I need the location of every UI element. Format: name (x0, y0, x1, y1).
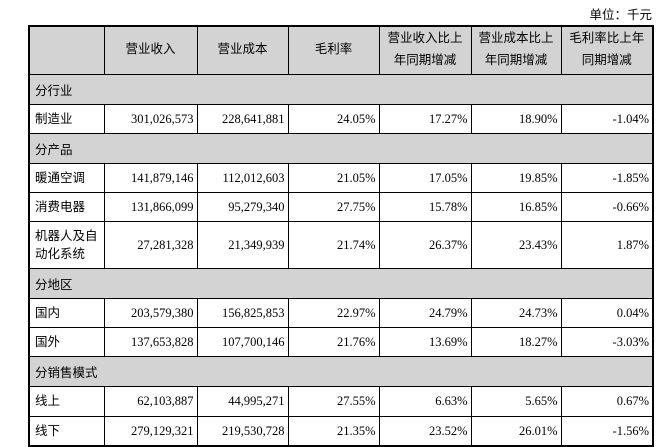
value-cell: 19.85% (470, 162, 562, 193)
table-row: 暖通空调 141,879,146 112,012,603 21.05% 17.05% 19… (28, 162, 654, 193)
value-cell: 21.05% (287, 162, 380, 193)
row-label: 消费电器 (28, 191, 105, 222)
value-cell: 21.74% (287, 220, 380, 270)
row-label: 国内 (28, 298, 105, 329)
value-cell: 112,012,603 (196, 162, 289, 193)
row-label: 线上 (28, 386, 105, 417)
value-cell: 18.27% (470, 327, 562, 358)
value-cell: 219,530,728 (196, 415, 289, 447)
row-label: 国外 (28, 327, 105, 358)
value-cell: 26.37% (378, 220, 472, 270)
value-cell: 24.73% (470, 298, 562, 329)
value-cell: -1.56% (560, 415, 654, 447)
value-cell: 95,279,340 (196, 191, 289, 222)
value-cell: 23.52% (378, 415, 472, 447)
table-body: 分行业 制造业 301,026,573 228,641,881 24.05% 17.27%… (28, 73, 654, 447)
value-cell: 228,641,881 (196, 103, 289, 134)
value-cell: 27,281,328 (103, 220, 198, 270)
value-cell: 0.67% (560, 386, 654, 417)
value-cell: 0.04% (560, 298, 654, 329)
column-header: 营业成本 (196, 25, 289, 75)
value-cell: 107,700,146 (196, 327, 289, 358)
value-cell: 22.97% (287, 298, 380, 329)
column-header: 毛利率比上年同期增减 (560, 25, 654, 75)
report-page: { "page": { "unit_label": "单位：千元" }, "ta… (28, 8, 654, 447)
value-cell: -3.03% (560, 327, 654, 358)
table-row: 国外 137,653,828 107,700,146 21.76% 13.69% 18.2… (28, 327, 654, 358)
value-cell: 15.78% (378, 191, 472, 222)
section-title: 分行业 (28, 73, 654, 105)
row-label: 线下 (28, 415, 105, 447)
value-cell: 21.35% (287, 415, 380, 447)
value-cell: 1.87% (560, 220, 654, 270)
value-cell: 24.05% (287, 103, 380, 134)
row-label: 机器人及自动化系统 (28, 220, 105, 270)
value-cell: 16.85% (470, 191, 562, 222)
table-row: 国内 203,579,380 156,825,853 22.97% 24.79% 24.7… (28, 298, 654, 329)
value-cell: 6.63% (378, 386, 472, 417)
section-row: 分销售模式 (28, 356, 654, 388)
value-cell: 17.05% (378, 162, 472, 193)
value-cell: 18.90% (470, 103, 562, 134)
value-cell: 203,579,380 (103, 298, 198, 329)
value-cell: 137,653,828 (103, 327, 198, 358)
value-cell: 27.75% (287, 191, 380, 222)
value-cell: 23.43% (470, 220, 562, 270)
table-row: 制造业 301,026,573 228,641,881 24.05% 17.27% 18.… (28, 103, 654, 134)
row-label: 暖通空调 (28, 162, 105, 193)
value-cell: 301,026,573 (103, 103, 198, 134)
column-header: 营业收入 (103, 25, 198, 75)
column-header: 营业收入比上年同期增减 (378, 25, 472, 75)
value-cell: 13.69% (378, 327, 472, 358)
value-cell: 156,825,853 (196, 298, 289, 329)
row-label-column-header (28, 25, 105, 75)
header-row: 营业收入 营业成本 毛利率 营业收入比上年同期增减 营业成本比上年同期增减 毛利率比上年同… (28, 25, 654, 75)
value-cell: -1.04% (560, 103, 654, 134)
value-cell: -0.66% (560, 191, 654, 222)
table-row: 消费电器 131,866,099 95,279,340 27.75% 15.78% 16.… (28, 191, 654, 222)
financial-breakdown-table: 营业收入 营业成本 毛利率 营业收入比上年同期增减 营业成本比上年同期增减 毛利率比上年同… (28, 25, 654, 447)
value-cell: 17.27% (378, 103, 472, 134)
section-row: 分行业 (28, 73, 654, 105)
value-cell: -1.85% (560, 162, 654, 193)
row-label: 制造业 (28, 103, 105, 134)
value-cell: 62,103,887 (103, 386, 198, 417)
section-title: 分产品 (28, 132, 654, 164)
value-cell: 5.65% (470, 386, 562, 417)
table-header: 营业收入 营业成本 毛利率 营业收入比上年同期增减 营业成本比上年同期增减 毛利率比上年同… (28, 25, 654, 75)
unit-label: 单位：千元 (589, 8, 652, 22)
column-header: 营业成本比上年同期增减 (470, 25, 562, 75)
value-cell: 44,995,271 (196, 386, 289, 417)
value-cell: 141,879,146 (103, 162, 198, 193)
section-title: 分销售模式 (28, 356, 654, 388)
value-cell: 21,349,939 (196, 220, 289, 270)
table-row: 线下 279,129,321 219,530,728 21.35% 23.52% 26.0… (28, 415, 654, 447)
section-title: 分地区 (28, 268, 654, 300)
value-cell: 131,866,099 (103, 191, 198, 222)
table-row: 机器人及自动化系统 27,281,328 21,349,939 21.74% 26.37… (28, 220, 654, 270)
value-cell: 21.76% (287, 327, 380, 358)
table-row: 线上 62,103,887 44,995,271 27.55% 6.63% 5.65% 0.… (28, 386, 654, 417)
value-cell: 26.01% (470, 415, 562, 447)
section-row: 分地区 (28, 268, 654, 300)
column-header: 毛利率 (287, 25, 380, 75)
section-row: 分产品 (28, 132, 654, 164)
value-cell: 279,129,321 (103, 415, 198, 447)
value-cell: 27.55% (287, 386, 380, 417)
value-cell: 24.79% (378, 298, 472, 329)
